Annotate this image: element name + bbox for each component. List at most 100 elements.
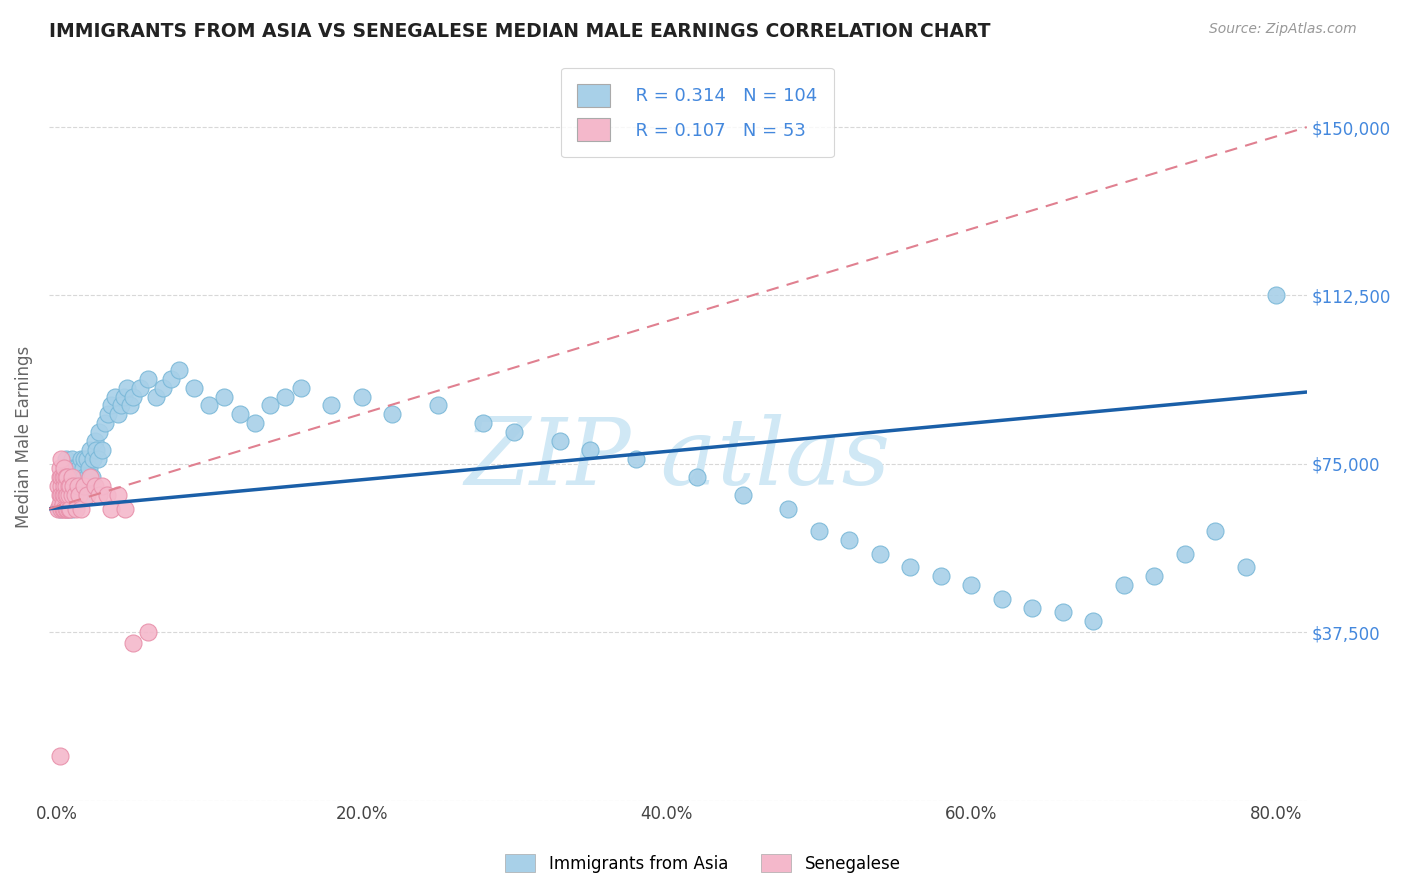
Point xyxy=(228,408,250,422)
Point xyxy=(56,501,79,516)
Point xyxy=(48,470,70,484)
Point xyxy=(838,533,860,548)
Point xyxy=(579,443,602,458)
Point xyxy=(79,443,101,458)
Point xyxy=(214,390,236,404)
Point xyxy=(48,501,70,516)
Point xyxy=(58,479,80,493)
Point xyxy=(778,501,800,516)
Point xyxy=(426,399,449,413)
Point xyxy=(72,479,94,493)
Point xyxy=(73,470,96,484)
Point xyxy=(503,425,526,440)
Point xyxy=(89,425,111,440)
Point xyxy=(55,470,77,484)
Point xyxy=(960,578,983,592)
Point xyxy=(53,461,76,475)
Point xyxy=(129,380,152,394)
Point xyxy=(55,452,77,467)
Point xyxy=(70,501,93,516)
Point xyxy=(100,399,122,413)
Point xyxy=(69,488,91,502)
Point xyxy=(319,399,342,413)
Point xyxy=(59,479,82,493)
Point xyxy=(100,501,122,516)
Point xyxy=(56,479,79,493)
Point xyxy=(56,461,79,475)
Point xyxy=(51,479,73,493)
Point xyxy=(53,497,76,511)
Point xyxy=(51,452,73,467)
Point xyxy=(1174,547,1197,561)
Point xyxy=(60,488,83,502)
Point xyxy=(56,488,79,502)
Point xyxy=(1204,524,1226,539)
Point xyxy=(51,470,73,484)
Point xyxy=(686,470,709,484)
Point xyxy=(70,452,93,467)
Point xyxy=(65,461,87,475)
Point xyxy=(55,479,77,493)
Point xyxy=(56,470,79,484)
Point xyxy=(59,488,82,502)
Legend: Immigrants from Asia, Senegalese: Immigrants from Asia, Senegalese xyxy=(499,847,907,880)
Point xyxy=(53,461,76,475)
Point xyxy=(48,488,70,502)
Point xyxy=(624,452,647,467)
Point xyxy=(60,470,83,484)
Point xyxy=(60,470,83,484)
Point xyxy=(114,501,136,516)
Point xyxy=(55,501,77,516)
Point xyxy=(1112,578,1135,592)
Point xyxy=(91,443,114,458)
Point xyxy=(60,452,83,467)
Text: Source: ZipAtlas.com: Source: ZipAtlas.com xyxy=(1209,22,1357,37)
Point xyxy=(46,501,69,516)
Point xyxy=(52,488,75,502)
Point xyxy=(52,479,75,493)
Point xyxy=(145,390,167,404)
Point xyxy=(66,470,89,484)
Point xyxy=(79,470,101,484)
Point xyxy=(59,501,82,516)
Point xyxy=(56,488,79,502)
Point xyxy=(53,479,76,493)
Point xyxy=(183,380,205,394)
Point xyxy=(51,501,73,516)
Point xyxy=(73,479,96,493)
Point xyxy=(76,488,98,502)
Point xyxy=(243,417,266,431)
Point xyxy=(52,497,75,511)
Point xyxy=(48,497,70,511)
Point xyxy=(76,470,98,484)
Point xyxy=(1083,614,1105,628)
Point xyxy=(63,470,86,484)
Point xyxy=(1265,288,1288,302)
Point xyxy=(51,488,73,502)
Point xyxy=(107,408,129,422)
Point xyxy=(58,501,80,516)
Point xyxy=(83,434,105,449)
Point xyxy=(274,390,297,404)
Point xyxy=(83,479,105,493)
Point xyxy=(46,479,69,493)
Point xyxy=(110,399,132,413)
Point xyxy=(929,569,952,583)
Point xyxy=(869,547,891,561)
Point xyxy=(103,390,125,404)
Point xyxy=(381,408,404,422)
Point xyxy=(107,488,129,502)
Point xyxy=(62,479,84,493)
Point xyxy=(82,452,104,467)
Point xyxy=(136,371,159,385)
Point xyxy=(96,488,118,502)
Point xyxy=(69,479,91,493)
Point xyxy=(1052,605,1074,619)
Point xyxy=(53,501,76,516)
Point xyxy=(89,488,111,502)
Point xyxy=(991,591,1014,606)
Point xyxy=(65,501,87,516)
Point xyxy=(63,488,86,502)
Point xyxy=(52,470,75,484)
Point xyxy=(167,362,190,376)
